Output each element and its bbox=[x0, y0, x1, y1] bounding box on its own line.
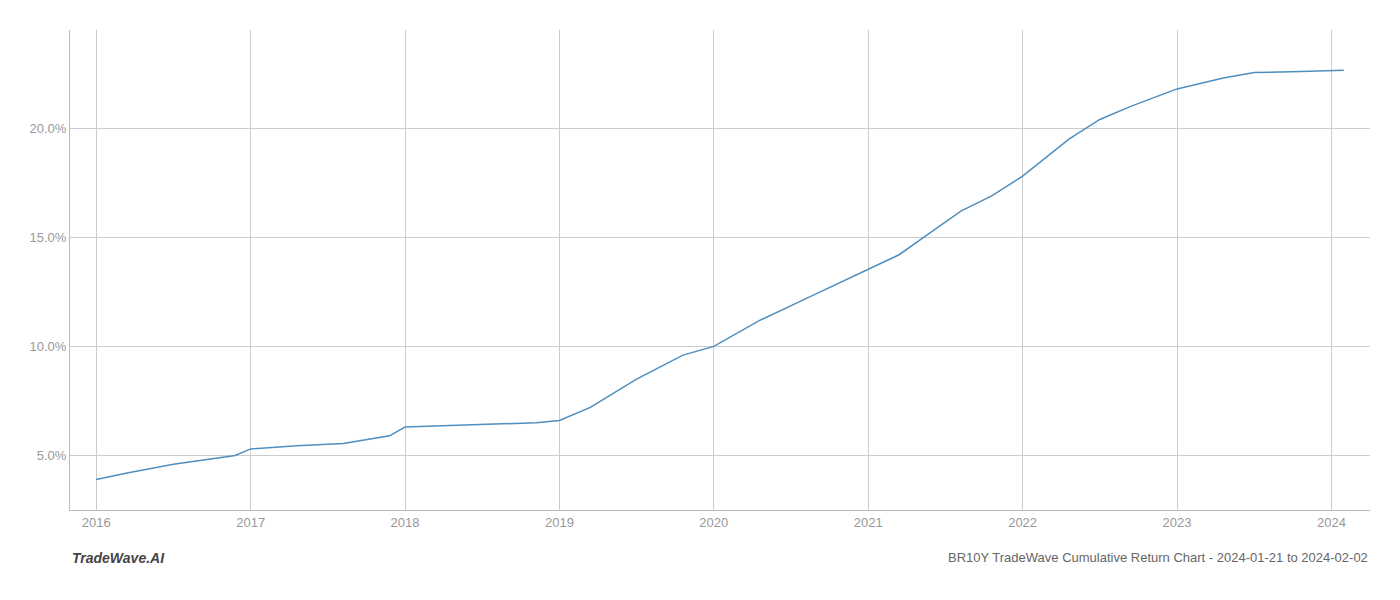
svg-text:2022: 2022 bbox=[1008, 515, 1037, 530]
svg-text:2019: 2019 bbox=[545, 515, 574, 530]
svg-text:2024: 2024 bbox=[1317, 515, 1346, 530]
svg-text:10.0%: 10.0% bbox=[30, 339, 67, 354]
svg-text:2016: 2016 bbox=[82, 515, 111, 530]
svg-text:20.0%: 20.0% bbox=[30, 121, 67, 136]
svg-text:2021: 2021 bbox=[854, 515, 883, 530]
svg-text:2018: 2018 bbox=[391, 515, 420, 530]
svg-text:15.0%: 15.0% bbox=[30, 230, 67, 245]
svg-text:5.0%: 5.0% bbox=[37, 448, 67, 463]
svg-text:2020: 2020 bbox=[699, 515, 728, 530]
svg-text:2023: 2023 bbox=[1163, 515, 1192, 530]
svg-text:2017: 2017 bbox=[236, 515, 265, 530]
svg-text:TradeWave.AI: TradeWave.AI bbox=[72, 550, 165, 566]
svg-text:BR10Y TradeWave Cumulative Ret: BR10Y TradeWave Cumulative Return Chart … bbox=[948, 550, 1368, 565]
